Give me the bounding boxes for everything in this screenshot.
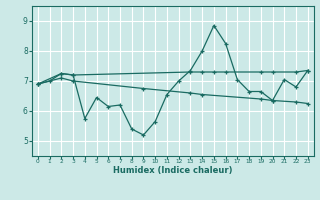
X-axis label: Humidex (Indice chaleur): Humidex (Indice chaleur) — [113, 166, 233, 175]
